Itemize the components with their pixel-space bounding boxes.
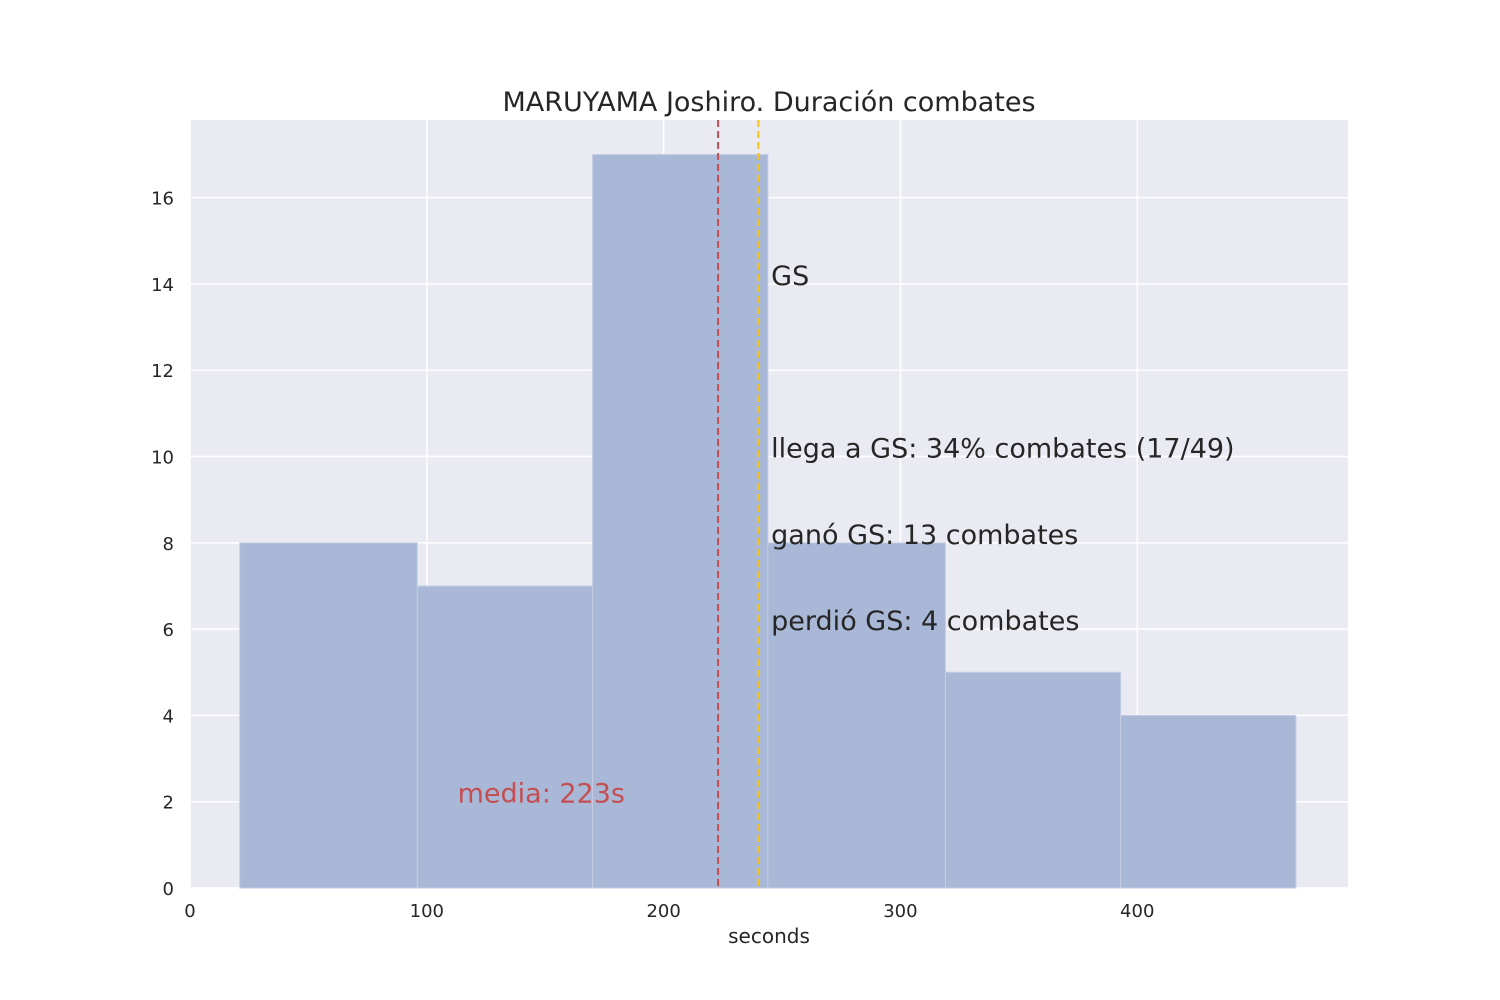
y-tick-label: 6 (163, 620, 174, 641)
reference-lines (717, 120, 760, 888)
histogram-bar-3 (592, 154, 769, 889)
y-tick-label: 14 (151, 275, 174, 296)
annotations: GS llega a GS: 34% combates (17/49) ganó G… (458, 261, 1235, 810)
histogram-bars (239, 154, 1297, 889)
gs-annotation: ganó GS: 13 combates (771, 520, 1078, 551)
y-tick-label: 10 (151, 448, 174, 469)
chart-title: MARUYAMA Joshiro. Duración combates (502, 87, 1035, 118)
gs-annotation: llega a GS: 34% combates (17/49) (771, 434, 1234, 465)
histogram-bar-1 (239, 542, 418, 889)
histogram-bar-2 (416, 585, 594, 889)
x-tick-label: 0 (184, 901, 195, 922)
histogram-bar-5 (944, 671, 1122, 889)
y-tick-label: 4 (163, 706, 174, 727)
mean-label: media: 223s (458, 779, 625, 810)
x-tick-label: 100 (410, 901, 444, 922)
histogram-bar-4 (767, 542, 946, 889)
gs-annotation: perdió GS: 4 combates (771, 606, 1079, 637)
y-tick-label: 12 (151, 361, 174, 382)
y-tick-label: 8 (163, 534, 174, 555)
x-axis-ticks: 0 100 200 300 400 (184, 901, 1154, 922)
y-tick-label: 0 (163, 879, 174, 900)
x-tick-label: 400 (1120, 901, 1154, 922)
gs-annotation: GS (771, 261, 809, 292)
histogram-bar-6 (1120, 714, 1297, 889)
y-axis-ticks: 0 2 4 6 8 10 12 14 16 (151, 189, 174, 900)
x-axis-label: seconds (728, 924, 810, 948)
x-tick-label: 300 (883, 901, 917, 922)
x-tick-label: 200 (646, 901, 680, 922)
y-tick-label: 2 (163, 793, 174, 814)
y-tick-label: 16 (151, 189, 174, 210)
